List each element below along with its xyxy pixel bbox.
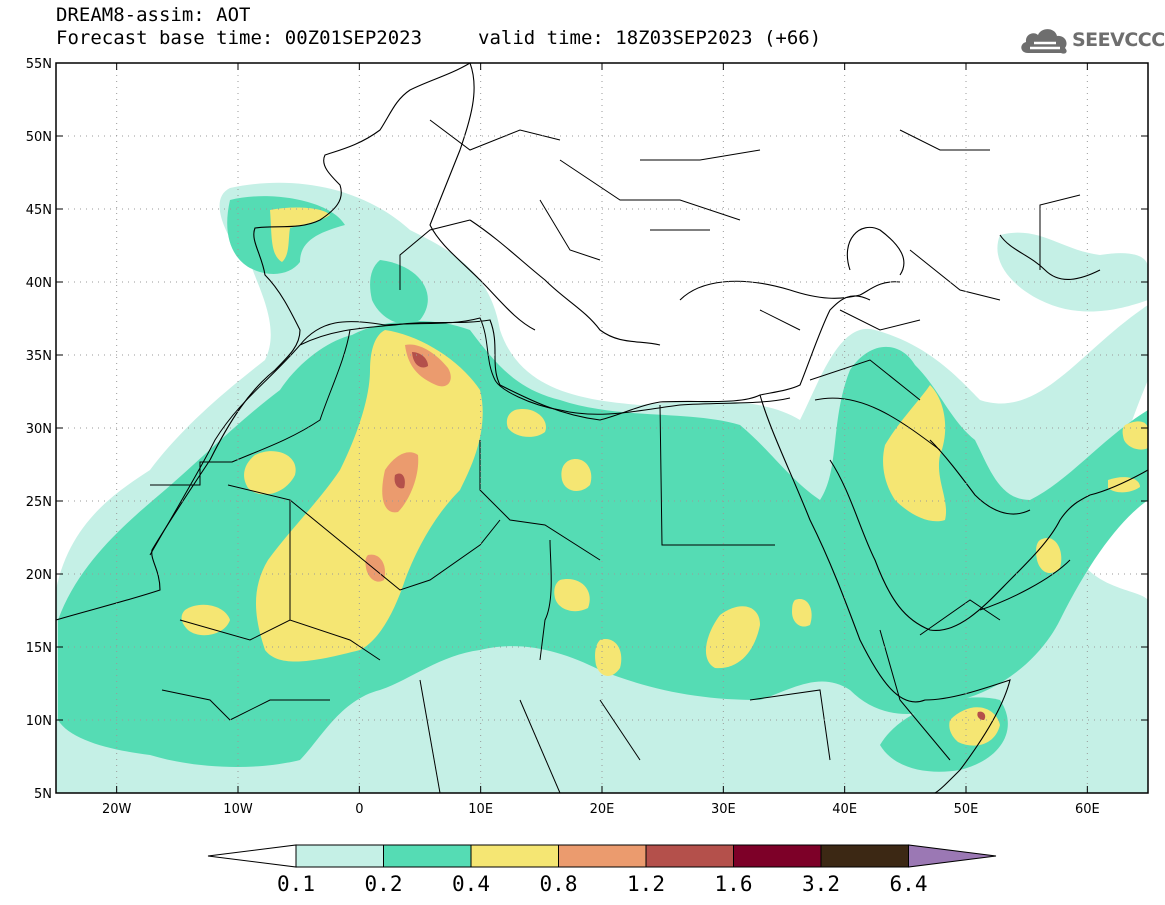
colorbar-swatch xyxy=(383,844,472,868)
x-tick-label: 0 xyxy=(355,802,363,817)
colorbar-swatch xyxy=(733,844,822,868)
y-tick-label: 5N xyxy=(34,787,52,802)
y-tick-label: 25N xyxy=(26,495,52,510)
y-tick-label: 45N xyxy=(26,203,52,218)
aot-level-0-4 xyxy=(181,207,1148,746)
logo-text: SEEVCCC xyxy=(1072,29,1165,51)
lat-grid xyxy=(56,63,1148,793)
valid-time: valid time: 18Z03SEP2023 (+66) xyxy=(478,27,822,49)
y-axis: 55N 50N 45N 40N 35N 30N 25N 20N 15N 10N 5N xyxy=(26,57,1148,802)
y-tick-label: 20N xyxy=(26,568,52,583)
y-tick-label: 50N xyxy=(26,130,52,145)
country-borders xyxy=(149,119,1081,793)
colorbar-level-label: 3.2 xyxy=(802,872,840,896)
x-tick-label: 40E xyxy=(832,802,857,817)
colorbar-level-label: 0.4 xyxy=(452,872,490,896)
colorbar-over-arrow xyxy=(908,844,997,868)
x-tick-label: 20W xyxy=(102,802,132,817)
colorbar: 0.1 0.2 0.4 0.8 1.2 1.6 3.2 6.4 xyxy=(207,844,997,896)
colorbar-level-label: 6.4 xyxy=(890,872,928,896)
x-tick-label: 60E xyxy=(1075,802,1100,817)
colorbar-under-arrow xyxy=(207,844,297,868)
colorbar-level-label: 0.2 xyxy=(365,872,403,896)
colorbar-level-label: 1.6 xyxy=(715,872,753,896)
map-title: DREAM8-assim: AOT xyxy=(56,4,251,26)
y-tick-label: 40N xyxy=(26,276,52,291)
seevccc-logo: SEEVCCC xyxy=(1018,22,1165,60)
y-tick-label: 30N xyxy=(26,422,52,437)
colorbar-swatch xyxy=(645,844,734,868)
aot-field xyxy=(56,63,1148,793)
x-tick-label: 10E xyxy=(468,802,493,817)
colorbar-swatch xyxy=(470,844,559,868)
x-axis: 20W 10W 0 10E 20E 30E 40E 50E 60E xyxy=(102,63,1100,817)
x-tick-label: 50E xyxy=(954,802,979,817)
x-tick-label: 30E xyxy=(711,802,736,817)
colorbar-level-label: 0.8 xyxy=(540,872,578,896)
x-tick-label: 20E xyxy=(590,802,615,817)
aot-level-1-2 xyxy=(394,352,986,720)
x-tick-label: 10W xyxy=(223,802,253,817)
y-tick-label: 55N xyxy=(26,57,52,72)
cloud-icon xyxy=(1021,29,1067,54)
y-tick-label: 35N xyxy=(26,349,52,364)
colorbar-swatch xyxy=(820,844,909,868)
colorbar-swatch xyxy=(558,844,647,868)
coastlines xyxy=(56,63,1148,793)
colorbar-level-label: 0.1 xyxy=(277,872,315,896)
colorbar-swatch xyxy=(295,844,384,868)
y-tick-label: 10N xyxy=(26,714,52,729)
colorbar-level-label: 1.2 xyxy=(627,872,665,896)
y-tick-label: 15N xyxy=(26,641,52,656)
forecast-base-time: Forecast base time: 00Z01SEP2023 xyxy=(56,27,423,49)
